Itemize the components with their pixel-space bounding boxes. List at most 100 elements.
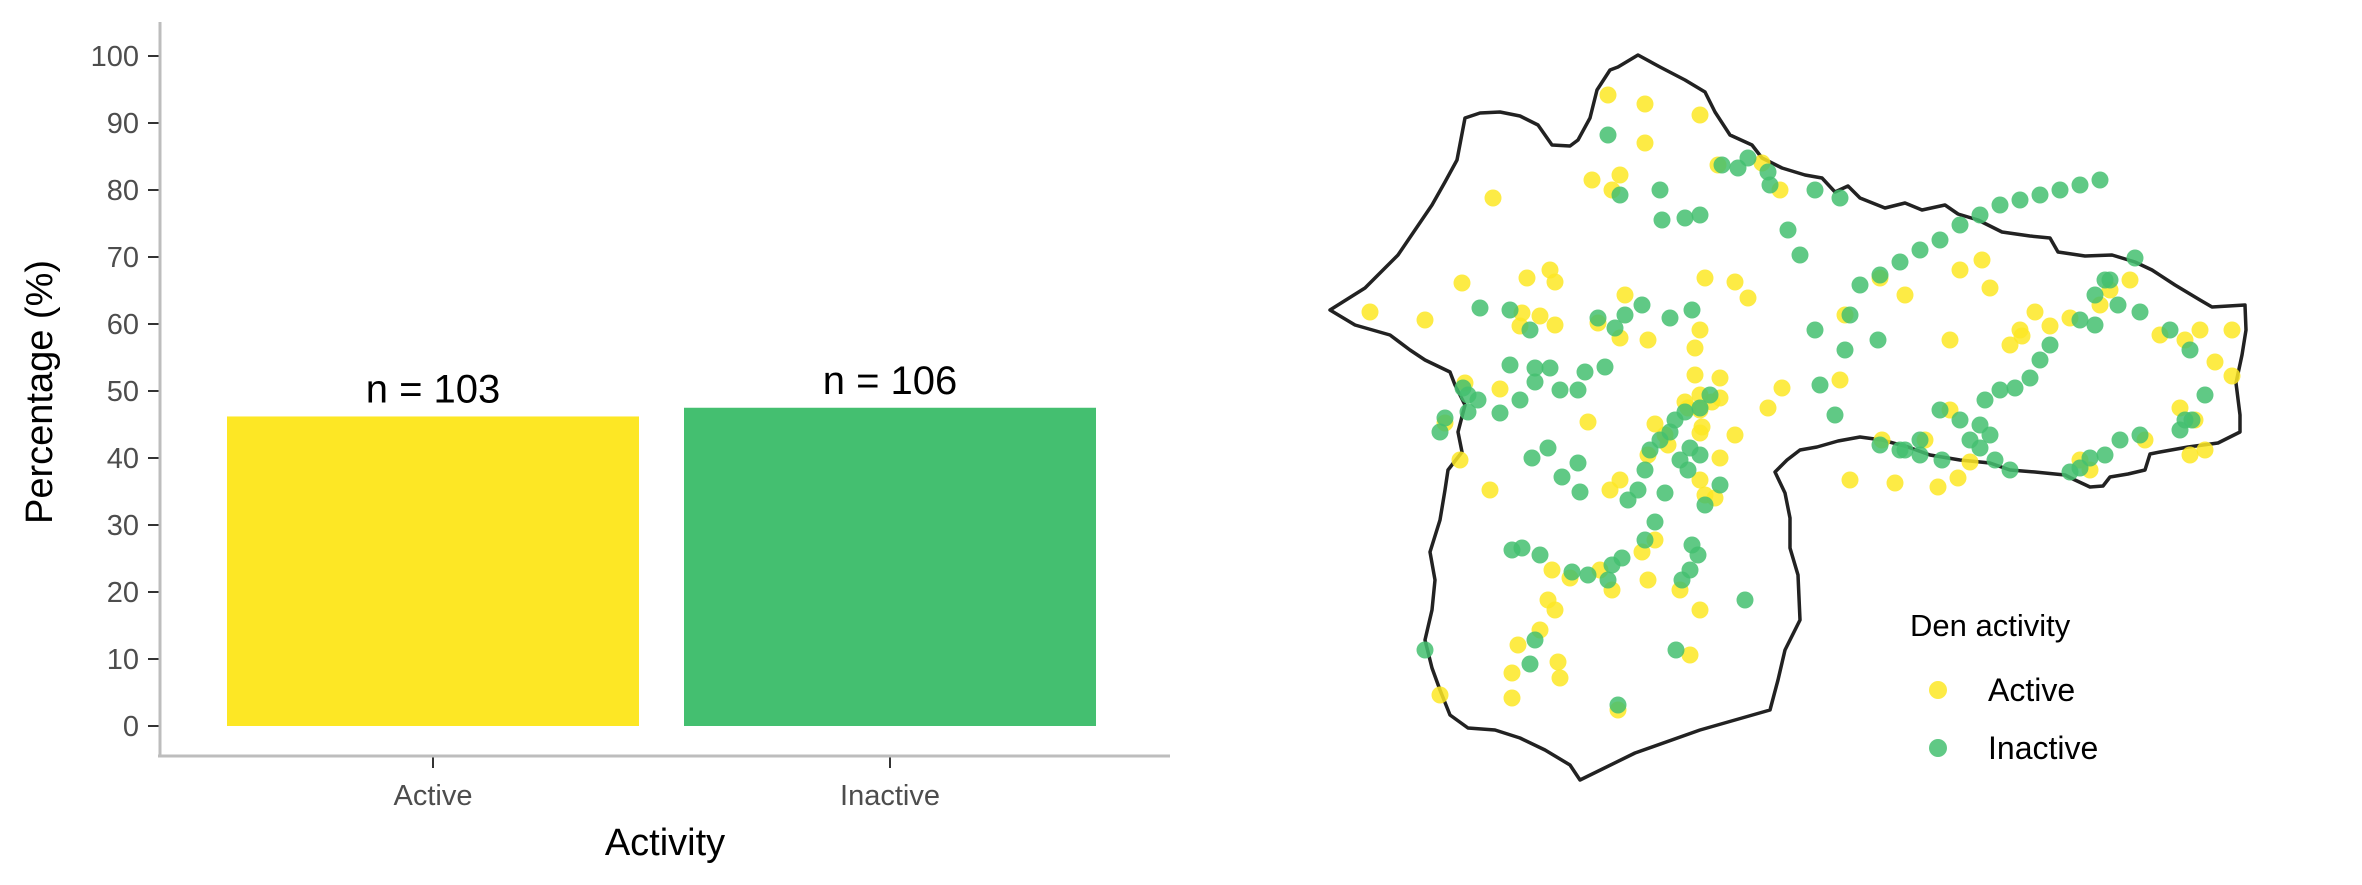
den-point-active [1491, 380, 1509, 398]
den-point-inactive [1521, 655, 1539, 673]
den-point-inactive [1689, 546, 1707, 564]
den-point-inactive [1579, 566, 1597, 584]
den-point-inactive [1501, 301, 1519, 319]
den-point-inactive [1891, 441, 1909, 459]
den-point-inactive [1806, 321, 1824, 339]
den-point-active [2191, 321, 2209, 339]
den-point-inactive [1891, 253, 1909, 271]
den-point-active [1981, 279, 1999, 297]
den-point-active [2151, 326, 2169, 344]
den-point-active [2013, 327, 2031, 345]
den-point-active [1503, 664, 1521, 682]
den-point-active [1676, 393, 1694, 411]
legend: Active Inactive [1929, 672, 2098, 766]
den-point-active [1481, 481, 1499, 499]
den-point-inactive [1729, 159, 1747, 177]
den-point-inactive [1676, 403, 1694, 421]
den-point-inactive [1611, 186, 1629, 204]
den-point-inactive [1416, 641, 1434, 659]
den-point-active [1871, 269, 1889, 287]
den-point-inactive [1666, 411, 1684, 429]
den-point-active [2121, 271, 2139, 289]
den-point-inactive [1606, 319, 1624, 337]
den-point-inactive [1871, 436, 1889, 454]
x-tick-label: Active [394, 780, 473, 812]
den-point-inactive [2131, 303, 2149, 321]
den-point-active [1543, 561, 1561, 579]
x-tick-label: Inactive [840, 780, 940, 812]
den-point-active [2206, 353, 2224, 371]
den-point-active [1541, 261, 1559, 279]
den-point-active [1539, 591, 1557, 609]
den-point-inactive [2011, 191, 2029, 209]
den-point-active [1681, 646, 1699, 664]
den-point-active [1436, 414, 1454, 432]
den-point-active [1511, 317, 1529, 335]
den-point-inactive [1739, 149, 1757, 167]
den-point-active [1951, 261, 1969, 279]
den-point-inactive [1713, 156, 1731, 174]
den-point-active [1706, 489, 1724, 507]
legend-label-active: Active [1988, 672, 2075, 708]
den-point-active [1453, 274, 1471, 292]
den-point-active [2011, 321, 2029, 339]
den-point-active [1726, 426, 1744, 444]
den-point-inactive [2061, 463, 2079, 481]
den-point-inactive [2101, 271, 2119, 289]
den-point-inactive [1681, 439, 1699, 457]
y-tick-label: 80 [107, 175, 139, 207]
den-point-inactive [1636, 461, 1654, 479]
den-point-active [2181, 446, 2199, 464]
den-point-inactive [2086, 286, 2104, 304]
den-point-active [1703, 393, 1721, 411]
den-point-active [2091, 296, 2109, 314]
den-point-active [1503, 689, 1521, 707]
den-point-inactive [2131, 426, 2149, 444]
den-point-active [1611, 471, 1629, 489]
den-point-active [1896, 286, 1914, 304]
den-point-inactive [2021, 369, 2039, 387]
den-point-inactive [1531, 546, 1549, 564]
den-point-active [1509, 636, 1527, 654]
den-point-active [1549, 653, 1567, 671]
den-point-inactive [1779, 221, 1797, 239]
den-point-inactive [1806, 181, 1824, 199]
y-tick-label: 100 [91, 41, 139, 73]
den-point-inactive [2091, 171, 2109, 189]
den-point-inactive [2071, 311, 2089, 329]
den-point-inactive [1736, 591, 1754, 609]
den-point-inactive [1836, 341, 1854, 359]
den-point-active [1639, 446, 1657, 464]
den-point-active [1431, 686, 1449, 704]
den-point-inactive [1791, 246, 1809, 264]
den-point-active [1659, 436, 1677, 454]
den-point-inactive [1459, 386, 1477, 404]
den-point-inactive [1683, 301, 1701, 319]
bar-inactive [684, 407, 1096, 726]
den-point-inactive [1811, 376, 1829, 394]
den-point-active [1841, 471, 1859, 489]
den-point-inactive [1603, 556, 1621, 574]
den-point-inactive [1871, 266, 1889, 284]
den-point-inactive [1896, 441, 1914, 459]
den-point-active [2223, 367, 2241, 385]
bar-chart: 0 10 20 30 40 50 60 70 80 90 100 n = 103 n = 106 Ac… [19, 22, 1170, 864]
den-point-active [1711, 389, 1729, 407]
den-point-active [1886, 474, 1904, 492]
den-point-inactive [1971, 439, 1989, 457]
den-point-inactive [1511, 391, 1529, 409]
legend-key-inactive [1929, 739, 1947, 757]
den-point-inactive [1911, 446, 1929, 464]
den-point-inactive [1991, 381, 2009, 399]
den-point-inactive [1551, 381, 1569, 399]
den-point-active [1679, 399, 1697, 417]
den-point-inactive [1826, 406, 1844, 424]
den-point-inactive [1521, 321, 1539, 339]
legend-title: Den activity [1910, 608, 2071, 643]
den-point-inactive [2096, 271, 2114, 289]
den-point-inactive [2006, 379, 2024, 397]
den-point-inactive [2071, 459, 2089, 477]
den-point-inactive [1676, 209, 1694, 227]
den-point-active [1691, 386, 1709, 404]
den-point-inactive [1961, 431, 1979, 449]
